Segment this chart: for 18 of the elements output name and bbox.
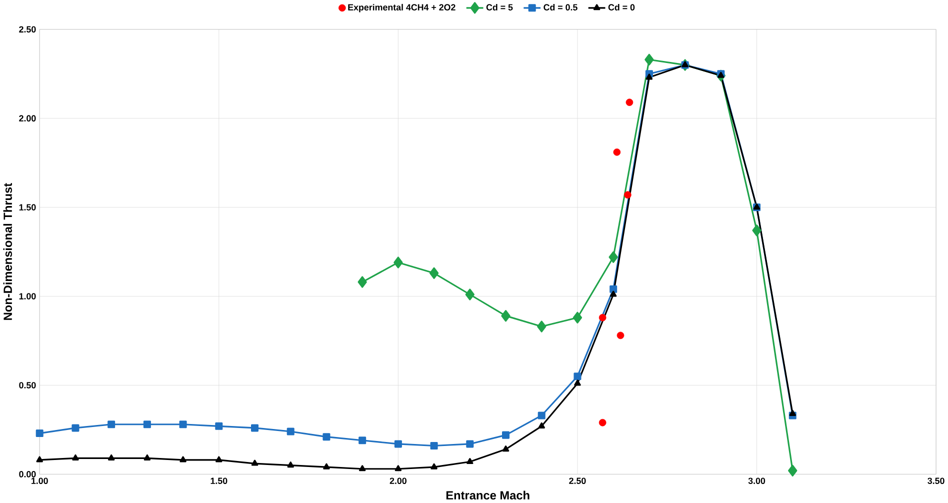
x-tick-label: 1.50 xyxy=(210,478,228,484)
y-tick-label: 0.50 xyxy=(19,382,36,388)
y-tick-label: 1.00 xyxy=(19,293,36,300)
legend-label: Cd = 5 xyxy=(486,4,513,11)
x-tick-label: 2.50 xyxy=(569,478,586,484)
y-axis-title: Non-Dimensional Thrust xyxy=(3,183,12,320)
y-tick-label: 2.50 xyxy=(19,26,36,33)
y-tick-label: 1.50 xyxy=(19,204,36,211)
x-tick-label: 3.50 xyxy=(928,478,944,484)
y-tick-label: 2.00 xyxy=(19,115,36,122)
legend-label: Cd = 0 xyxy=(608,4,635,11)
legend-label: Experimental 4CH4 + 2O2 xyxy=(348,4,456,12)
x-tick-label: 3.00 xyxy=(748,478,766,484)
x-axis-title: Entrance Mach xyxy=(446,490,530,500)
x-tick-label: 2.00 xyxy=(390,478,406,484)
y-tick-label: 0.00 xyxy=(19,471,36,478)
legend-label: Cd = 0.5 xyxy=(544,4,578,11)
x-tick-label: 1.00 xyxy=(32,478,48,484)
